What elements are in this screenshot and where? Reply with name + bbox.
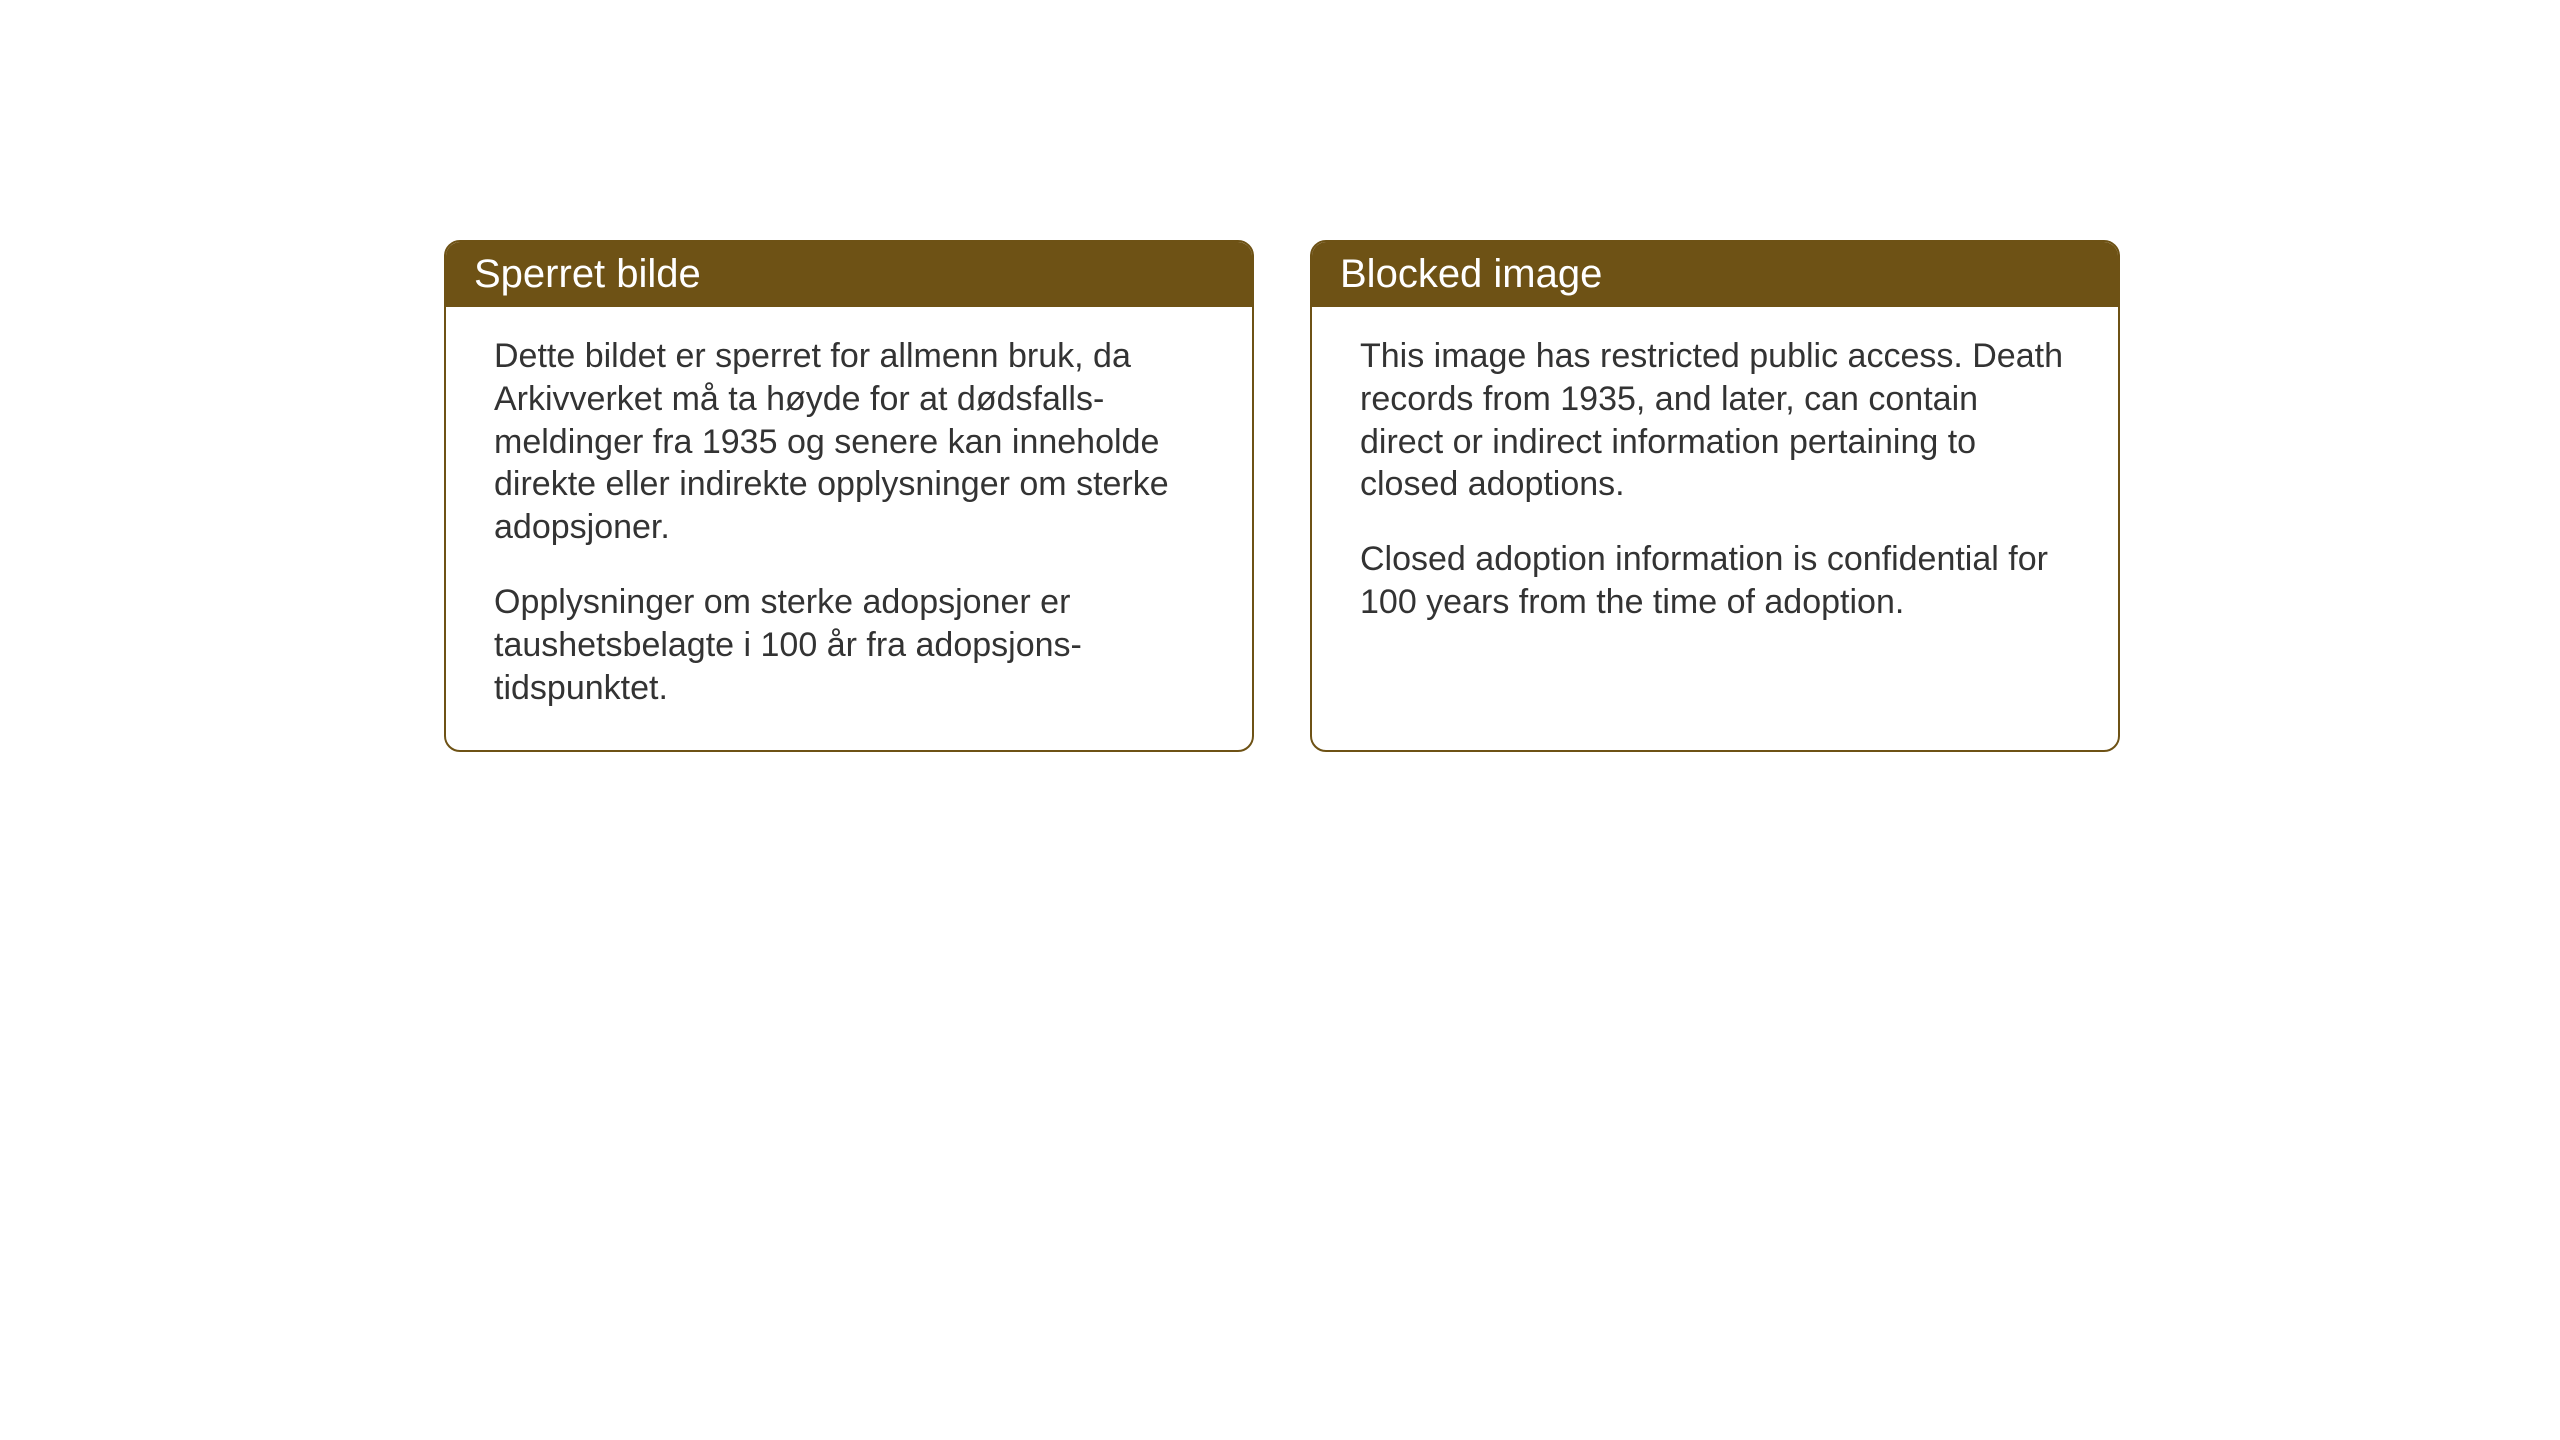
english-paragraph-2: Closed adoption information is confident… xyxy=(1360,538,2070,624)
norwegian-card-title: Sperret bilde xyxy=(446,242,1252,307)
english-card-body: This image has restricted public access.… xyxy=(1312,307,2118,664)
norwegian-paragraph-2: Opplysninger om sterke adopsjoner er tau… xyxy=(494,581,1204,709)
norwegian-paragraph-1: Dette bildet er sperret for allmenn bruk… xyxy=(494,335,1204,549)
english-paragraph-1: This image has restricted public access.… xyxy=(1360,335,2070,506)
english-card-title: Blocked image xyxy=(1312,242,2118,307)
english-card: Blocked image This image has restricted … xyxy=(1310,240,2120,752)
norwegian-card: Sperret bilde Dette bildet er sperret fo… xyxy=(444,240,1254,752)
norwegian-card-body: Dette bildet er sperret for allmenn bruk… xyxy=(446,307,1252,750)
cards-container: Sperret bilde Dette bildet er sperret fo… xyxy=(444,240,2120,752)
